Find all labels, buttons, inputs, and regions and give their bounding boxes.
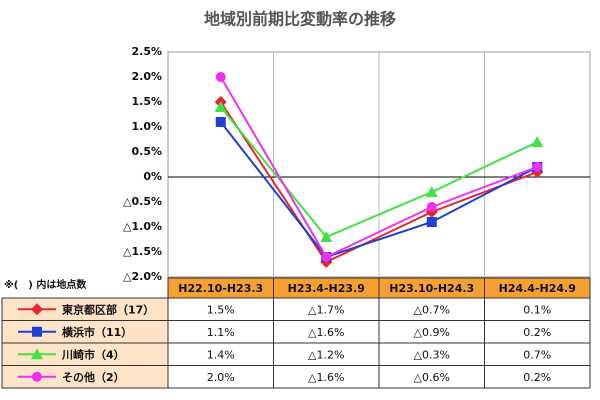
marker xyxy=(531,136,544,147)
series-line xyxy=(219,121,538,259)
legend-label: 東京都区部（17） xyxy=(62,302,154,316)
x-tick-label: H24.4-H24.9 xyxy=(499,282,576,295)
y-tick-label: 1.5% xyxy=(131,95,162,108)
marker xyxy=(426,217,437,227)
table-cell xyxy=(484,365,591,389)
y-tick-label: △2.0% xyxy=(123,270,162,283)
legend-marker xyxy=(31,303,43,316)
y-tick-label: 2.5% xyxy=(131,45,162,58)
value-label: △1.7% xyxy=(308,303,344,316)
series-line xyxy=(219,101,538,264)
marker xyxy=(320,231,333,242)
legend-label: その他（2） xyxy=(62,370,125,384)
legend-label: 川崎市（4） xyxy=(61,347,125,361)
marker xyxy=(426,202,437,212)
value-label: 0.1% xyxy=(523,303,551,316)
marker xyxy=(532,162,543,172)
marker xyxy=(425,186,438,197)
x-tick-label: H23.4-H23.9 xyxy=(288,282,365,295)
value-label: 2.0% xyxy=(207,371,235,384)
value-label: 0.7% xyxy=(523,348,551,361)
value-label: 0.2% xyxy=(523,326,551,339)
value-label: 1.1% xyxy=(207,326,235,339)
y-tick-label: 2.0% xyxy=(131,70,162,83)
value-label: △1.6% xyxy=(308,326,344,339)
marker xyxy=(321,252,332,262)
legend-marker xyxy=(32,371,42,382)
y-tick-label: 0.5% xyxy=(131,145,162,158)
marker xyxy=(215,72,226,82)
value-label: 1.5% xyxy=(207,303,235,316)
value-label: △1.6% xyxy=(308,371,344,384)
series-line xyxy=(219,76,538,259)
value-label: △0.6% xyxy=(414,371,450,384)
value-label: 0.2% xyxy=(523,371,551,384)
y-tick-label: 0% xyxy=(143,170,162,183)
y-tick-label: △1.5% xyxy=(123,245,162,258)
legend-marker xyxy=(32,326,42,337)
x-tick-label: H22.10-H23.3 xyxy=(178,282,263,295)
legend-label: 横浜市（11） xyxy=(62,325,132,339)
chart-title: 地域別前期比変動率の推移 xyxy=(204,10,396,29)
series-line xyxy=(219,106,538,239)
note: ※( ) 内は地点数 xyxy=(4,278,87,291)
value-label: △1.2% xyxy=(308,348,344,361)
y-tick-label: △1.0% xyxy=(123,220,162,233)
marker xyxy=(215,117,226,127)
y-tick-label: 1.0% xyxy=(131,120,162,133)
value-label: △0.3% xyxy=(414,348,450,361)
value-label: △0.9% xyxy=(414,326,450,339)
value-label: 1.4% xyxy=(207,348,235,361)
x-tick-label: H23.10-H24.3 xyxy=(389,282,474,295)
marker xyxy=(214,101,227,112)
legend-marker xyxy=(31,348,43,360)
value-label: △0.7% xyxy=(414,303,450,316)
y-tick-label: △0.5% xyxy=(123,195,162,208)
